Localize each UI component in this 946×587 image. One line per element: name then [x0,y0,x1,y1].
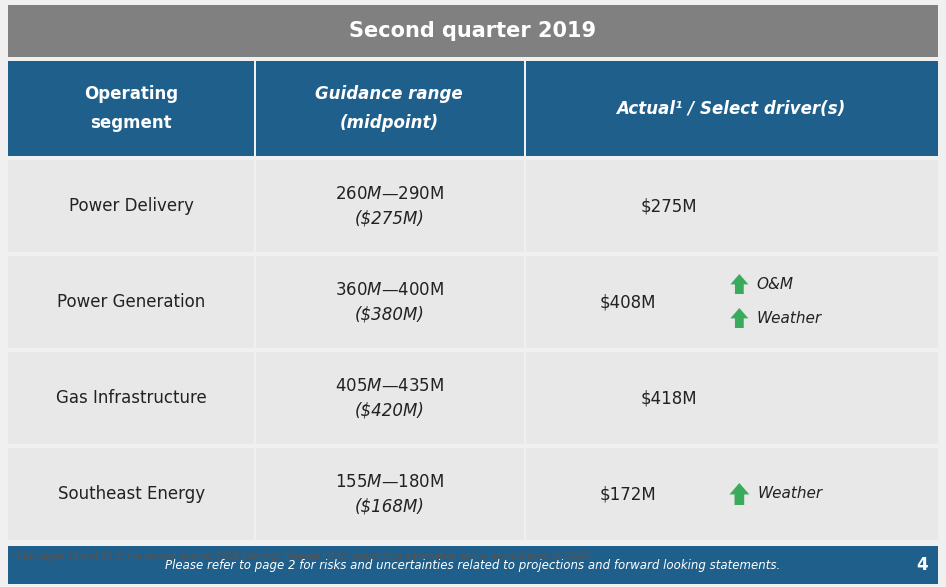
Bar [256,352,524,444]
Text: Actual¹ / Select driver(s): Actual¹ / Select driver(s) [617,100,846,117]
Text: Please refer to page 2 for risks and uncertainties related to projections and fo: Please refer to page 2 for risks and unc… [166,558,780,572]
Text: $418M: $418M [640,389,697,407]
Text: ¹ See pages 28 and 35 of the second quarter 2019 Earnings Release Kit for suppor: ¹ See pages 28 and 35 of the second quar… [10,552,590,561]
Text: ($420M): ($420M) [355,401,424,419]
Text: Power Generation: Power Generation [57,293,205,311]
Polygon shape [730,308,748,328]
Bar [526,448,938,540]
Bar [8,5,938,57]
Bar [526,61,938,156]
Bar [256,256,524,348]
Bar [526,352,938,444]
Text: $155M—$180M: $155M—$180M [335,473,444,491]
Bar [8,160,254,252]
Text: Weather: Weather [757,311,821,326]
Polygon shape [729,483,749,505]
Bar [8,448,254,540]
Text: $408M: $408M [600,293,656,311]
Text: $360M—$400M: $360M—$400M [335,281,444,299]
Text: $260M—$290M: $260M—$290M [335,185,444,203]
Text: Weather: Weather [758,487,822,501]
Text: Power Delivery: Power Delivery [69,197,194,215]
Text: Southeast Energy: Southeast Energy [58,485,204,503]
Text: $172M: $172M [599,485,656,503]
Text: ($168M): ($168M) [355,497,424,515]
Bar [256,61,524,156]
Bar [526,160,938,252]
Text: 4: 4 [917,556,928,574]
Text: ($275M): ($275M) [355,209,424,227]
Bar [8,61,254,156]
Text: Guidance range
(midpoint): Guidance range (midpoint) [315,85,464,132]
Text: Operating
segment: Operating segment [84,85,178,132]
Bar [256,160,524,252]
Text: Second quarter 2019: Second quarter 2019 [349,21,597,41]
Text: $275M: $275M [640,197,697,215]
Bar [8,352,254,444]
Bar [256,448,524,540]
Bar [526,256,938,348]
Polygon shape [730,274,748,294]
Text: $405M—$435M: $405M—$435M [335,377,444,395]
Bar [8,256,254,348]
Bar [8,546,938,584]
Text: ($380M): ($380M) [355,305,424,323]
Text: O&M: O&M [757,276,794,292]
Text: Gas Infrastructure: Gas Infrastructure [56,389,206,407]
